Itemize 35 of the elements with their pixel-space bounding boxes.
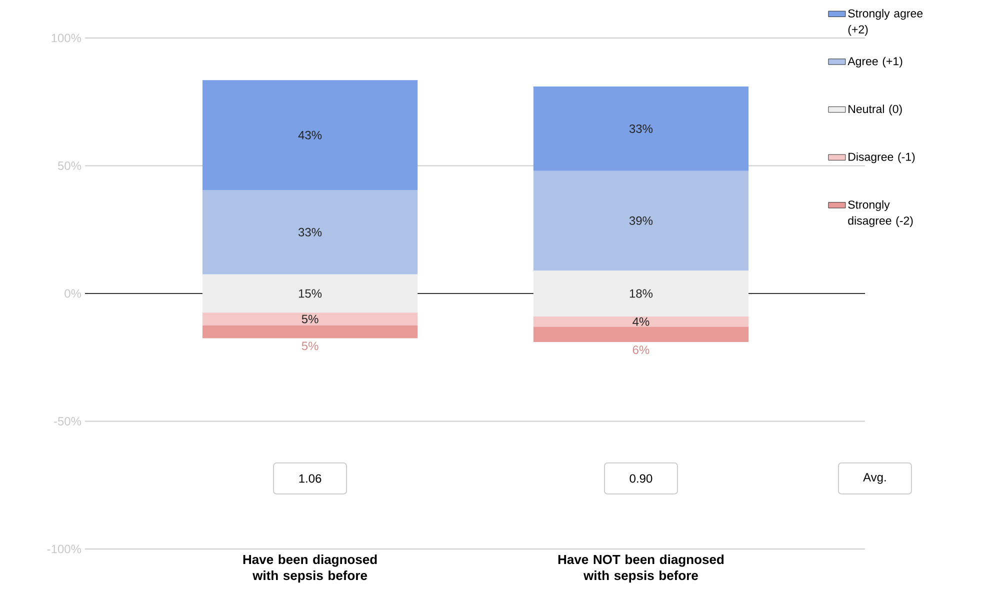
x-tick-label: Have NOT been diagnosed with sepsis before [558, 554, 724, 583]
annotation: Avg. [863, 473, 886, 484]
y-tick-label: 100% [52, 34, 82, 42]
bar [202, 80, 418, 190]
bar [202, 312, 418, 326]
bar [533, 270, 749, 316]
legend-label: Agree (+1) [848, 56, 902, 68]
legend-label: Strongly disagree (-2) [848, 200, 913, 227]
bar [202, 274, 418, 313]
y-tick-label: 50% [58, 162, 82, 170]
bar [533, 86, 749, 171]
data-label: 33% [298, 228, 322, 236]
legend-label: Neutral (0) [848, 104, 902, 116]
data-label: 5% [302, 342, 318, 350]
bar [533, 316, 749, 327]
annotation: 1.06 [299, 474, 322, 483]
x-tick-label: Have been diagnosed with sepsis before [243, 554, 377, 583]
y-tick-label: -50% [54, 417, 82, 426]
bar [533, 326, 749, 342]
legend-label: Disagree (-1) [848, 152, 915, 164]
legend-label: Strongly agree (+2) [848, 9, 923, 36]
annotation: 0.90 [630, 474, 652, 483]
bar [202, 190, 418, 274]
data-label: 6% [632, 346, 650, 354]
data-label: 18% [630, 289, 653, 298]
bar [202, 325, 418, 338]
data-label: 39% [629, 216, 653, 225]
y-tick-label: 0% [64, 289, 82, 298]
data-label: 5% [302, 314, 318, 324]
y-tick-label: -100% [47, 544, 82, 554]
data-label: 15% [298, 289, 322, 298]
bar [533, 170, 749, 271]
data-label: 43% [298, 130, 322, 140]
data-label: 4% [632, 317, 650, 326]
data-label: 33% [629, 124, 653, 133]
